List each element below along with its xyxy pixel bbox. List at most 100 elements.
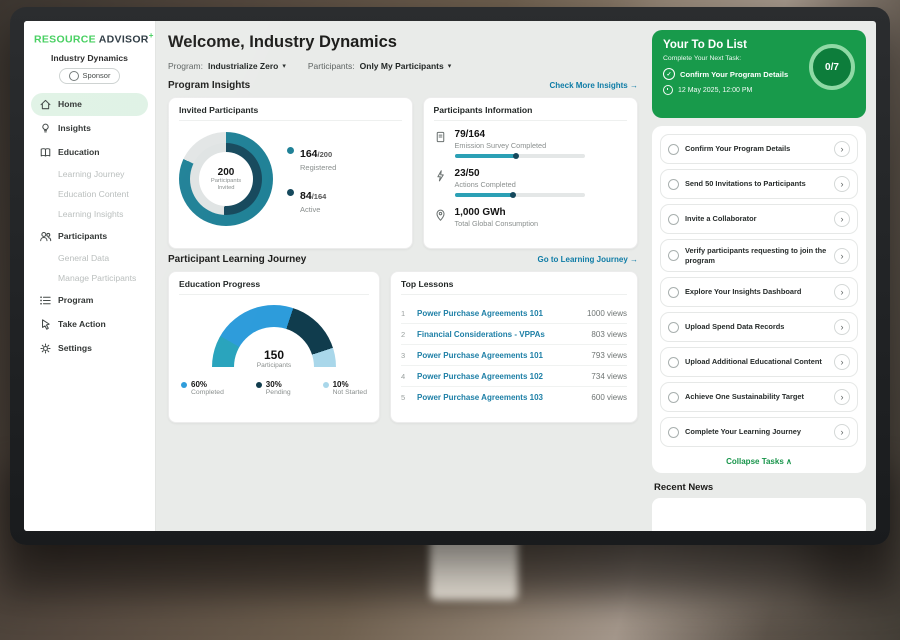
task-open-button[interactable]: › — [834, 176, 850, 192]
sidebar-item-manage-participants[interactable]: Manage Participants — [58, 273, 137, 283]
location-pin-icon — [434, 208, 447, 222]
lesson-row[interactable]: 1 Power Purchase Agreements 101 1000 vie… — [401, 303, 627, 324]
clock-icon — [663, 85, 673, 95]
sidebar-item-general-data[interactable]: General Data — [58, 253, 110, 263]
participants-dropdown[interactable]: Participants: Only My Participants ▾ — [307, 61, 452, 71]
monitor-bezel: RESOURCE ADVISOR+ Industry Dynamics Spon… — [10, 7, 890, 545]
chevron-down-icon: ▾ — [447, 63, 452, 70]
education-legend: 60% Completed 30% Pending — [179, 380, 369, 396]
go-to-learning-journey-link[interactable]: Go to Learning Journey → — [537, 255, 638, 264]
invited-donut-chart: 200 Participants Invited — [179, 132, 273, 226]
task-open-button[interactable]: › — [834, 354, 850, 371]
sidebar: RESOURCE ADVISOR+ Industry Dynamics Spon… — [24, 21, 156, 531]
legend-completed: 60% Completed — [181, 380, 224, 396]
sidebar-item-learning-insights[interactable]: Learning Insights — [58, 209, 124, 219]
invited-participants-card: Invited Participants 200 Participants In… — [168, 97, 413, 249]
arrow-right-icon: → — [630, 81, 638, 90]
gear-icon — [39, 342, 52, 355]
sidebar-item-insights[interactable]: Insights — [31, 117, 148, 140]
task-checkbox[interactable] — [668, 178, 679, 190]
sidebar-item-home[interactable]: Home — [31, 92, 148, 116]
active-dot-icon — [287, 189, 294, 196]
sidebar-item-program[interactable]: Program — [31, 289, 148, 312]
org-name: Industry Dynamics — [51, 52, 128, 63]
sidebar-item-take-action[interactable]: Take Action — [31, 313, 148, 336]
collapse-tasks-link[interactable]: Collapse Tasks ∧ — [726, 457, 792, 467]
legend-registered: 164/200 Registered — [287, 144, 336, 172]
task-row: Invite a Collaborator › — [660, 204, 858, 234]
stat-emission-survey: 79/164 Emission Survey Completed — [434, 129, 627, 159]
todo-progress-ring: 0/7 — [809, 44, 855, 90]
learning-cards: Education Progress 150 Participants — [168, 271, 638, 423]
registered-dot-icon — [287, 147, 294, 154]
lightning-icon — [434, 169, 447, 183]
task-row: Confirm Your Program Details › — [660, 134, 858, 164]
sponsor-badge: Sponsor — [58, 67, 121, 84]
task-open-button[interactable]: › — [834, 141, 850, 157]
lesson-row[interactable]: 4 Power Purchase Agreements 102 734 view… — [401, 366, 627, 387]
lesson-row[interactable]: 5 Power Purchase Agreements 103 600 view… — [401, 392, 627, 402]
program-dropdown[interactable]: Program: Industrialize Zero ▾ — [168, 61, 286, 71]
todo-panel: Your To Do List Complete Your Next Task:… — [650, 21, 876, 531]
invited-legend: 164/200 Registered 84/164 Active — [287, 144, 336, 214]
legend-not-started: 10% Not Started — [322, 380, 367, 396]
people-icon — [39, 230, 52, 243]
task-checkbox[interactable] — [668, 321, 679, 333]
task-row: Upload Additional Educational Content › — [660, 347, 858, 378]
task-checkbox[interactable] — [668, 426, 679, 438]
education-progress-card: Education Progress 150 Participants — [168, 271, 380, 423]
dashboard-screen: RESOURCE ADVISOR+ Industry Dynamics Spon… — [24, 21, 876, 531]
next-task: ✓ Confirm Your Program Details — [663, 68, 805, 80]
task-open-button[interactable]: › — [834, 284, 850, 301]
task-checkbox[interactable] — [668, 286, 679, 298]
task-open-button[interactable]: › — [834, 211, 850, 227]
collapse-icon: ∧ — [786, 457, 792, 467]
task-checkbox[interactable] — [668, 356, 679, 368]
task-checkbox[interactable] — [668, 250, 679, 262]
emission-progress-bar — [454, 153, 585, 159]
lesson-row[interactable]: 3 Power Purchase Agreements 101 793 view… — [401, 345, 627, 366]
task-row: Achieve One Sustainability Target › — [660, 382, 858, 413]
sidebar-item-education[interactable]: Education — [31, 141, 148, 164]
home-icon — [39, 98, 52, 111]
book-icon — [39, 146, 52, 159]
task-open-button[interactable]: › — [834, 424, 850, 441]
learning-journey-header: Participant Learning Journey Go to Learn… — [168, 254, 638, 265]
recent-news-card — [652, 498, 866, 531]
task-checkbox[interactable] — [668, 391, 679, 403]
task-checkbox[interactable] — [668, 213, 679, 225]
survey-icon — [434, 130, 447, 144]
chevron-down-icon: ▾ — [282, 63, 286, 70]
pending-dot-icon — [255, 382, 262, 388]
task-checkbox[interactable] — [668, 143, 679, 155]
todo-task-list: Confirm Your Program Details › Send 50 I… — [652, 126, 866, 474]
lightbulb-icon — [39, 122, 52, 135]
insights-cards: Invited Participants 200 Participants In… — [168, 97, 638, 249]
check-more-insights-link[interactable]: Check More Insights → — [549, 81, 638, 90]
task-open-button[interactable]: › — [834, 247, 850, 264]
program-insights-header: Program Insights Check More Insights → — [168, 80, 638, 91]
task-row: Explore Your Insights Dashboard › — [660, 277, 858, 308]
filter-bar: Program: Industrialize Zero ▾ Participan… — [168, 61, 638, 71]
legend-active: 84/164 Active — [287, 186, 336, 214]
sidebar-item-participants[interactable]: Participants — [31, 225, 148, 248]
not-started-dot-icon — [322, 382, 329, 388]
list-icon — [39, 294, 52, 307]
page-title: Welcome, Industry Dynamics — [168, 33, 397, 51]
check-circle-icon: ✓ — [663, 68, 675, 80]
section-title: Program Insights — [168, 80, 251, 91]
todo-summary-card: Your To Do List Complete Your Next Task:… — [652, 30, 866, 118]
task-row: Upload Spend Data Records › — [660, 312, 858, 343]
sidebar-item-education-content[interactable]: Education Content — [58, 189, 129, 199]
lesson-row[interactable]: 2 Financial Considerations - VPPAs 803 v… — [401, 324, 627, 345]
task-open-button[interactable]: › — [834, 319, 850, 336]
due-date: 12 May 2025, 12:00 PM — [663, 85, 855, 95]
task-open-button[interactable]: › — [834, 389, 850, 406]
stat-actions-completed: 23/50 Actions Completed — [434, 168, 627, 198]
sidebar-item-settings[interactable]: Settings — [31, 337, 148, 360]
arrow-right-icon: → — [630, 255, 638, 264]
sidebar-item-learning-journey[interactable]: Learning Journey — [58, 169, 125, 179]
recent-news-title: Recent News — [654, 482, 714, 494]
section-title: Participant Learning Journey — [168, 254, 307, 265]
actions-progress-bar — [454, 192, 585, 198]
